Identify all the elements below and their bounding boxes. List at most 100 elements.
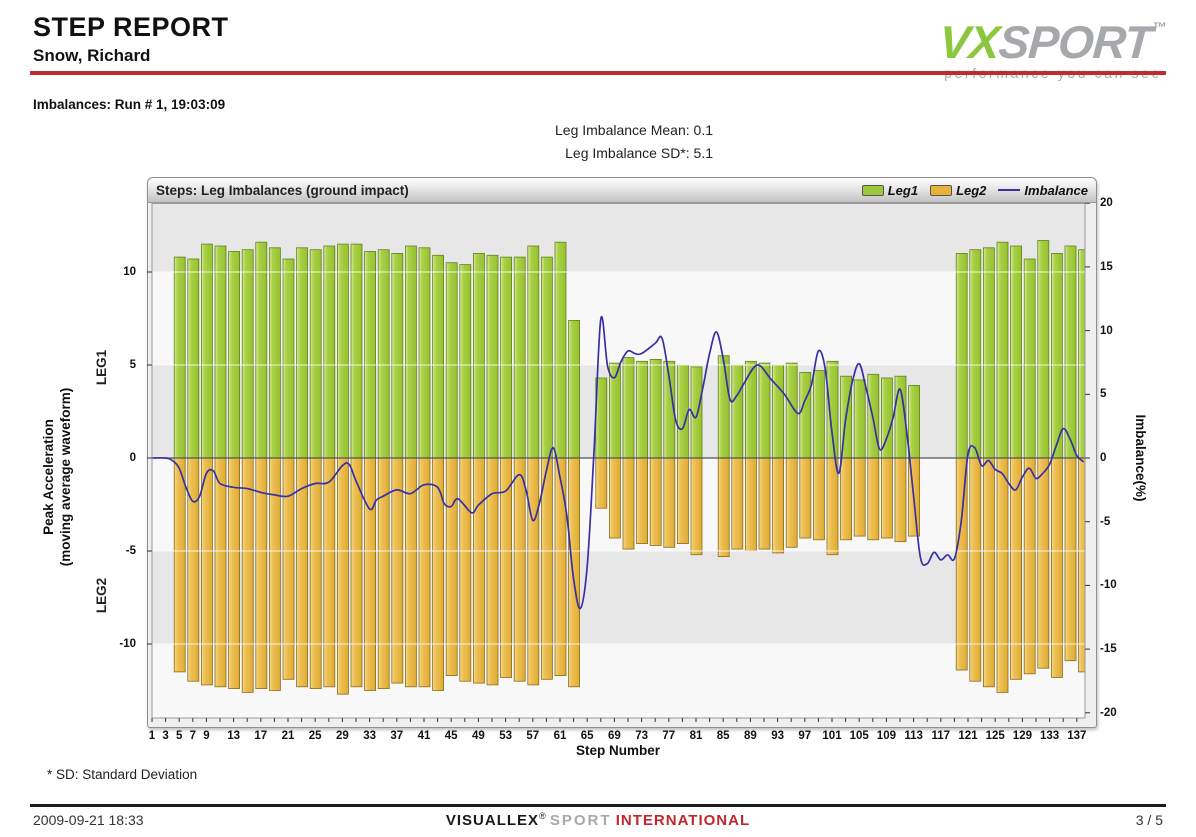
chart-title-bar: Steps: Leg Imbalances (ground impact) Le… (148, 178, 1096, 203)
y-left-tick-label: 5 (129, 359, 136, 371)
footer-brand-reg: ® (539, 811, 546, 821)
leg1-bar (404, 245, 417, 459)
leg1-bar (969, 249, 982, 459)
x-tick-label: 121 (958, 730, 978, 742)
footer-datetime: 2009-09-21 18:33 (33, 812, 144, 828)
page-title: STEP REPORT (33, 12, 229, 42)
leg1-bar (568, 320, 581, 459)
leg2-bar (1037, 457, 1050, 669)
y-axis-title-right: Imbalance(%) (1133, 414, 1148, 502)
leg1-bar (323, 245, 336, 459)
y-right-tick-label: -5 (1100, 515, 1111, 528)
x-tick-label: 93 (771, 730, 784, 742)
leg1-bar (908, 385, 920, 459)
leg2-bar (983, 457, 995, 688)
leg2-bar (745, 457, 757, 552)
brand-logo: VXSPORT™ performance you can see (937, 4, 1167, 81)
leg1-bar (799, 371, 812, 459)
leg1-bar (173, 256, 186, 459)
leg2-bar (1064, 457, 1077, 662)
leg1-bar (622, 357, 635, 459)
leg2-bar (269, 457, 281, 691)
x-tick-label: 33 (363, 730, 376, 742)
leg1-bar (772, 364, 784, 459)
leg1-bar (350, 243, 363, 459)
footnote: * SD: Standard Deviation (47, 767, 198, 782)
y-axis-title-left-line2: (moving average waveform) (58, 387, 73, 567)
x-tick-label: 117 (931, 730, 951, 742)
x-tick-label: 97 (798, 730, 812, 742)
y-right-tick-label: 20 (1100, 197, 1113, 210)
leg1-bar (282, 258, 295, 459)
leg2-bar (881, 457, 893, 539)
leg2-bar (840, 457, 852, 541)
leg1-bar (1051, 253, 1063, 459)
legend-label: Leg2 (956, 182, 987, 198)
x-tick-label: 1 (148, 730, 156, 742)
leg2-bar (717, 457, 730, 557)
leg1-bar (527, 245, 540, 459)
y-left-tick-label: 10 (123, 266, 136, 278)
leg1-bar (1010, 245, 1022, 459)
imbalance-stats: Leg Imbalance Mean: 0.1 Leg Imbalance SD… (478, 119, 713, 165)
leg1-bar (813, 370, 825, 459)
y-axis-title-left-line1: Peak Acceleration (41, 419, 56, 535)
y-right-tick-label: 15 (1100, 260, 1113, 273)
x-tick-label: 81 (689, 730, 703, 742)
leg1-bar (636, 360, 649, 459)
leg2-bar (636, 457, 649, 544)
leg2-bar (785, 457, 798, 548)
leg2-bar (826, 457, 839, 556)
leg1-bar (1023, 258, 1036, 459)
leg2-bar (228, 457, 240, 690)
plot-area (147, 203, 1090, 722)
legend-swatch-leg1 (861, 184, 884, 196)
leg1-bar (377, 249, 390, 459)
leg2-bar (445, 457, 458, 677)
x-tick-label: 37 (390, 730, 404, 742)
leg1-bar (445, 262, 458, 459)
leg1-bar (677, 364, 689, 459)
x-axis-title: Step Number (575, 743, 660, 758)
section-label: Imbalances: Run # 1, 19:03:09 (33, 97, 226, 112)
leg2-bar (282, 457, 295, 680)
leg2-bar (432, 457, 445, 691)
x-tick-label: 133 (1040, 730, 1060, 742)
x-tick-label: 65 (580, 730, 594, 742)
y-left-tick-label: -5 (125, 545, 136, 557)
leg1-bar (500, 256, 513, 459)
athlete-name: Snow, Richard (33, 46, 151, 65)
leg1-bar (1037, 240, 1050, 459)
footer-brand-international: INTERNATIONAL (615, 812, 751, 829)
y-right-tick-label: 5 (1100, 388, 1107, 401)
leg2-bar (663, 457, 676, 548)
leg1-bar (649, 358, 662, 459)
leg1-bar (309, 249, 322, 459)
leg1-bar (731, 364, 744, 459)
x-tick-label: 113 (904, 730, 923, 742)
leg1-bar (540, 256, 553, 459)
leg1-bar (336, 243, 349, 459)
leg1-bar (296, 247, 309, 459)
leg1-bar (717, 355, 730, 459)
leg1-bar (187, 258, 200, 459)
x-tick-label: 77 (662, 730, 676, 742)
leg2-bar (323, 457, 336, 688)
x-tick-label: 129 (1012, 730, 1032, 742)
leg2-bar (758, 457, 771, 550)
chart-legend: Leg1 Leg2 Imbalance (861, 182, 1088, 198)
x-tick-label: 41 (417, 730, 431, 742)
x-tick-label: 61 (553, 730, 567, 742)
x-tick-label: 29 (335, 730, 349, 742)
logo-vx: VX (937, 16, 1001, 68)
x-tick-label: 7 (189, 730, 196, 742)
legend-swatch-leg2 (930, 184, 953, 196)
leg2-bar (472, 457, 485, 684)
legend-label: Leg1 (887, 182, 919, 198)
x-tick-label: 45 (444, 730, 458, 742)
legend-label: Imbalance (1024, 182, 1088, 198)
x-tick-label: 109 (876, 730, 896, 742)
leg2-bar (595, 457, 608, 509)
imbalance-mean: Leg Imbalance Mean: 0.1 (555, 122, 713, 138)
leg2-bar (364, 457, 377, 691)
